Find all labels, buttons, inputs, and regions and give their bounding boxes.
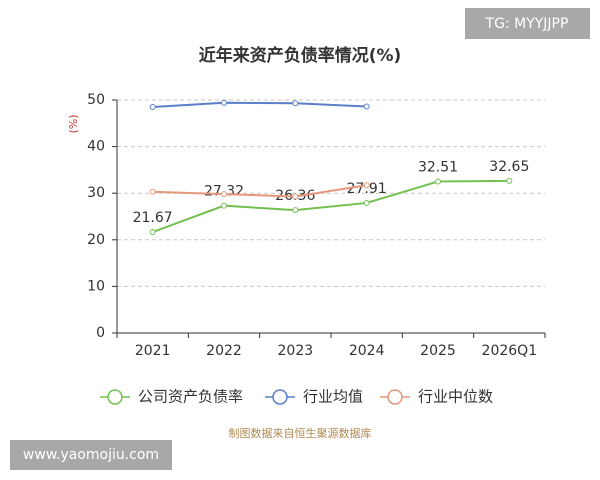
- y-tick-label: 0: [96, 325, 105, 341]
- series-line: [152, 184, 367, 198]
- marker: [221, 202, 227, 209]
- legend-marker: [387, 389, 403, 405]
- marker: [435, 178, 441, 185]
- x-tick-label: 2021: [135, 343, 171, 359]
- data-label: 21.67: [133, 210, 173, 226]
- y-tick-label: 20: [87, 232, 105, 248]
- marker: [221, 191, 227, 198]
- x-tick-label: 2026Q1: [482, 343, 538, 359]
- y-axis-label: (%): [67, 114, 80, 133]
- x-tick-label: 2025: [420, 343, 456, 359]
- marker: [221, 99, 227, 106]
- marker: [149, 229, 156, 236]
- marker: [292, 100, 299, 107]
- data-label: 32.65: [489, 159, 529, 175]
- marker: [292, 207, 299, 214]
- source-note: 制图数据来自恒生聚源数据库: [229, 426, 372, 440]
- series-line: [152, 101, 367, 108]
- y-tick-label: 40: [87, 139, 105, 155]
- x-tick-label: 2023: [278, 343, 314, 359]
- data-label: 27.91: [347, 181, 387, 197]
- y-tick-label: 50: [87, 92, 105, 108]
- marker: [363, 182, 370, 189]
- marker: [292, 193, 299, 200]
- x-tick-label: 2024: [349, 343, 385, 359]
- legend-marker: [107, 389, 123, 405]
- watermark-box: [10, 440, 172, 470]
- data-label: 32.51: [418, 160, 458, 176]
- marker: [149, 103, 156, 110]
- marker: [506, 177, 513, 184]
- y-tick-label: 10: [87, 278, 105, 294]
- legend-marker: [272, 389, 288, 405]
- marker: [363, 103, 370, 110]
- x-tick-label: 2022: [206, 343, 242, 359]
- y-tick-label: 30: [87, 185, 105, 201]
- marker: [149, 188, 156, 195]
- watermark: www.yaomojiu.com: [23, 447, 159, 463]
- marker: [363, 199, 370, 206]
- series-line: [152, 179, 510, 233]
- watermark-box: [465, 8, 590, 39]
- legend-label: 行业中位数: [418, 388, 493, 406]
- watermark: TG: MYYJJPP: [485, 16, 569, 32]
- legend-label: 公司资产负债率: [138, 388, 243, 406]
- chart-title: 近年来资产负债率情况(%): [199, 45, 402, 66]
- legend-label: 行业均值: [303, 388, 363, 406]
